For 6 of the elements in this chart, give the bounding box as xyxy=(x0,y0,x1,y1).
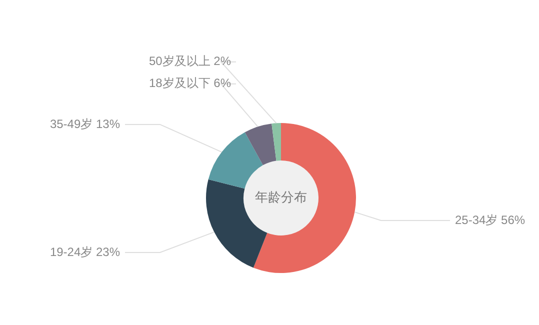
slice-label: 19-24岁 23% xyxy=(50,244,120,259)
slice-label: 18岁及以下 6% xyxy=(148,76,232,90)
slice-label: 50岁及以上 2% xyxy=(148,54,232,68)
slice-label: 25-34岁 56% xyxy=(455,212,526,227)
slice-label: 35-49岁 13% xyxy=(50,116,120,131)
text: 年龄分布 xyxy=(255,190,307,205)
